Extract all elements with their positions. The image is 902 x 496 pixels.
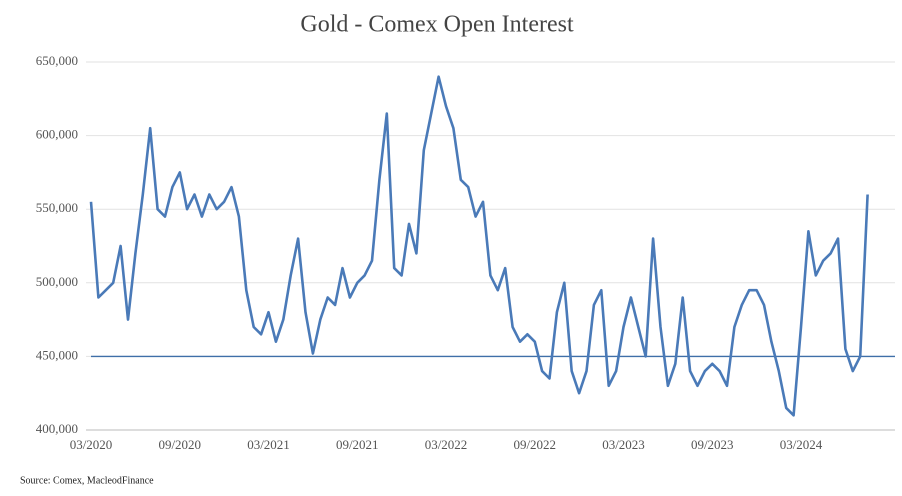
y-tick-label: 650,000 (36, 53, 78, 68)
x-tick-label: 03/2022 (425, 437, 468, 452)
x-tick-label: 09/2020 (158, 437, 201, 452)
y-tick-label: 450,000 (36, 347, 78, 362)
x-tick-label: 03/2023 (602, 437, 645, 452)
x-tick-label: 03/2021 (247, 437, 290, 452)
y-tick-label: 400,000 (36, 421, 78, 436)
x-tick-label: 09/2021 (336, 437, 379, 452)
y-tick-label: 500,000 (36, 274, 78, 289)
chart-title: Gold - Comex Open Interest (300, 12, 574, 38)
source-note: Source: Comex, MacleodFinance (20, 475, 154, 486)
x-tick-label: 03/2024 (780, 437, 823, 452)
x-tick-label: 09/2022 (513, 437, 556, 452)
y-tick-label: 600,000 (36, 127, 78, 142)
data-line (89, 75, 869, 417)
x-tick-label: 09/2023 (691, 437, 734, 452)
x-tick-label: 03/2020 (70, 437, 113, 452)
y-tick-label: 550,000 (36, 200, 78, 215)
